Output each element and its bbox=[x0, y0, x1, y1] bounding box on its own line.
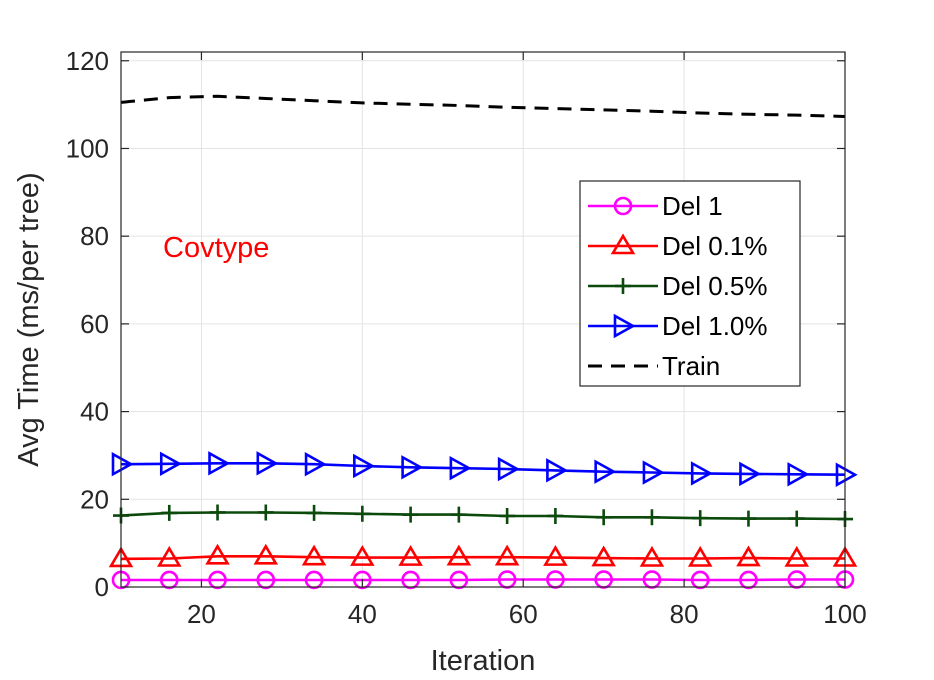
y-tick-label: 100 bbox=[66, 133, 109, 163]
legend-label: Train bbox=[662, 351, 720, 381]
data-point bbox=[301, 544, 327, 566]
series-line bbox=[121, 578, 845, 582]
data-point bbox=[353, 453, 376, 479]
dataset-annotation: Covtype bbox=[163, 232, 269, 264]
legend-marker bbox=[613, 313, 636, 339]
legend-label: Del 0.5% bbox=[662, 271, 768, 301]
data-point bbox=[156, 545, 182, 567]
data-point bbox=[256, 570, 276, 590]
data-point bbox=[690, 461, 713, 486]
data-point bbox=[692, 510, 709, 527]
legend-item: Del 1 bbox=[588, 191, 723, 221]
data-point bbox=[257, 504, 274, 521]
data-point bbox=[497, 456, 520, 482]
data-point bbox=[449, 570, 469, 590]
legend-label: Del 1 bbox=[662, 191, 723, 221]
data-point bbox=[306, 504, 323, 521]
series-4 bbox=[111, 451, 858, 487]
data-point bbox=[591, 545, 616, 567]
data-point bbox=[543, 545, 568, 566]
y-tick-label: 0 bbox=[95, 572, 109, 602]
data-point bbox=[401, 570, 420, 590]
data-point bbox=[642, 460, 665, 485]
legend-item: Train bbox=[588, 351, 720, 381]
legend-item: Del 1.0% bbox=[588, 311, 768, 341]
data-point bbox=[739, 570, 758, 590]
data-point bbox=[784, 545, 810, 567]
data-point bbox=[450, 506, 467, 523]
data-point bbox=[350, 545, 375, 566]
data-point bbox=[740, 510, 757, 527]
series-line bbox=[120, 461, 846, 476]
data-point bbox=[354, 505, 371, 522]
y-tick-label: 40 bbox=[80, 397, 109, 427]
data-point bbox=[446, 544, 472, 566]
axis-ticks: 20 40 60 80 100 0 20 40 60 80 100 120 bbox=[66, 46, 867, 629]
data-point bbox=[546, 458, 569, 483]
data-point bbox=[639, 545, 665, 567]
data-point bbox=[494, 544, 520, 566]
data-point bbox=[687, 545, 713, 567]
x-axis-label: Iteration bbox=[431, 645, 536, 677]
data-point bbox=[547, 507, 564, 524]
series-5 bbox=[120, 94, 846, 118]
y-tick-label: 120 bbox=[66, 46, 109, 76]
y-tick-label: 60 bbox=[80, 309, 109, 339]
y-tick-label: 20 bbox=[80, 484, 109, 514]
x-tick-label: 20 bbox=[187, 599, 216, 629]
data-point bbox=[788, 510, 805, 527]
data-point bbox=[209, 504, 226, 521]
data-point bbox=[159, 570, 179, 590]
data-point bbox=[401, 455, 424, 480]
data-point bbox=[739, 461, 762, 487]
data-point bbox=[690, 570, 710, 590]
series-3 bbox=[113, 504, 853, 528]
data-point bbox=[205, 543, 230, 565]
legend-label: Del 1.0% bbox=[662, 311, 768, 341]
legend-label: Del 0.1% bbox=[662, 231, 768, 261]
x-tick-label: 40 bbox=[348, 599, 377, 629]
plot-frame bbox=[120, 51, 846, 588]
data-point bbox=[208, 570, 227, 590]
data-point bbox=[499, 507, 516, 524]
x-tick-label: 60 bbox=[509, 599, 538, 629]
data-point bbox=[594, 459, 617, 484]
data-point bbox=[304, 452, 327, 477]
x-tick-label: 100 bbox=[823, 599, 866, 629]
legend: Del 1 Del 0.1% Del 0.5% Del 1.0% Train bbox=[579, 180, 801, 387]
data-point bbox=[253, 543, 279, 565]
data-point bbox=[402, 506, 419, 523]
legend-marker bbox=[613, 196, 633, 216]
y-axis-label: Avg Time (ms/per tree) bbox=[13, 172, 45, 466]
data-point bbox=[161, 504, 178, 521]
legend-item: Del 0.5% bbox=[588, 271, 768, 301]
data-point bbox=[304, 570, 324, 590]
legend-box bbox=[579, 180, 801, 387]
data-point bbox=[208, 451, 231, 476]
series-layer bbox=[108, 94, 858, 590]
data-point bbox=[736, 545, 761, 567]
series-line bbox=[120, 554, 845, 561]
data-point bbox=[353, 570, 372, 590]
series-line bbox=[120, 511, 846, 521]
legend-marker bbox=[610, 233, 636, 255]
data-point bbox=[595, 509, 612, 526]
series-1 bbox=[111, 570, 855, 590]
legend-marker bbox=[615, 278, 631, 294]
data-point bbox=[787, 462, 810, 487]
data-point bbox=[835, 462, 858, 487]
data-point bbox=[643, 509, 660, 526]
data-point bbox=[111, 452, 134, 477]
data-point bbox=[159, 451, 182, 476]
data-point bbox=[398, 545, 423, 566]
series-2 bbox=[108, 543, 858, 568]
y-tick-label: 80 bbox=[80, 221, 109, 251]
data-point bbox=[256, 451, 279, 476]
x-tick-label: 80 bbox=[670, 599, 699, 629]
legend-item: Del 0.1% bbox=[588, 231, 768, 261]
data-point bbox=[449, 455, 472, 481]
series-line bbox=[120, 94, 846, 118]
